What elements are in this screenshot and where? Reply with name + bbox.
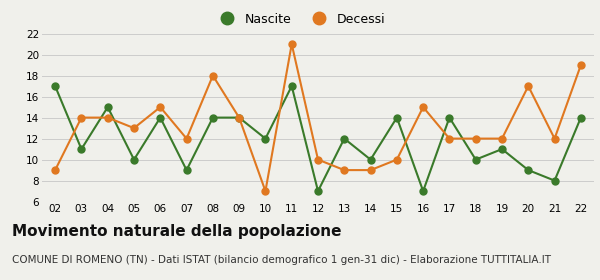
Decessi <box>499 137 506 140</box>
Line: Decessi: Decessi <box>52 41 584 195</box>
Nascite <box>104 105 112 109</box>
Decessi <box>341 168 348 172</box>
Nascite <box>288 85 295 88</box>
Nascite <box>52 85 59 88</box>
Decessi <box>551 137 558 140</box>
Nascite <box>183 168 190 172</box>
Decessi <box>367 168 374 172</box>
Nascite <box>446 116 453 119</box>
Nascite <box>209 116 217 119</box>
Decessi <box>419 105 427 109</box>
Decessi <box>183 137 190 140</box>
Legend: Nascite, Decessi: Nascite, Decessi <box>210 8 390 31</box>
Nascite <box>314 189 322 193</box>
Line: Nascite: Nascite <box>52 83 584 195</box>
Nascite <box>157 116 164 119</box>
Decessi <box>157 105 164 109</box>
Decessi <box>446 137 453 140</box>
Decessi <box>472 137 479 140</box>
Nascite <box>393 116 400 119</box>
Nascite <box>577 116 584 119</box>
Decessi <box>236 116 243 119</box>
Nascite <box>524 168 532 172</box>
Decessi <box>524 85 532 88</box>
Nascite <box>499 147 506 151</box>
Decessi <box>78 116 85 119</box>
Nascite <box>78 147 85 151</box>
Nascite <box>367 158 374 161</box>
Nascite <box>551 179 558 182</box>
Text: COMUNE DI ROMENO (TN) - Dati ISTAT (bilancio demografico 1 gen-31 dic) - Elabora: COMUNE DI ROMENO (TN) - Dati ISTAT (bila… <box>12 255 551 265</box>
Nascite <box>472 158 479 161</box>
Nascite <box>130 158 137 161</box>
Decessi <box>314 158 322 161</box>
Decessi <box>130 127 137 130</box>
Decessi <box>52 168 59 172</box>
Decessi <box>209 74 217 77</box>
Decessi <box>393 158 400 161</box>
Decessi <box>288 42 295 46</box>
Nascite <box>341 137 348 140</box>
Decessi <box>577 64 584 67</box>
Decessi <box>104 116 112 119</box>
Text: Movimento naturale della popolazione: Movimento naturale della popolazione <box>12 224 341 239</box>
Decessi <box>262 189 269 193</box>
Nascite <box>236 116 243 119</box>
Nascite <box>262 137 269 140</box>
Nascite <box>419 189 427 193</box>
